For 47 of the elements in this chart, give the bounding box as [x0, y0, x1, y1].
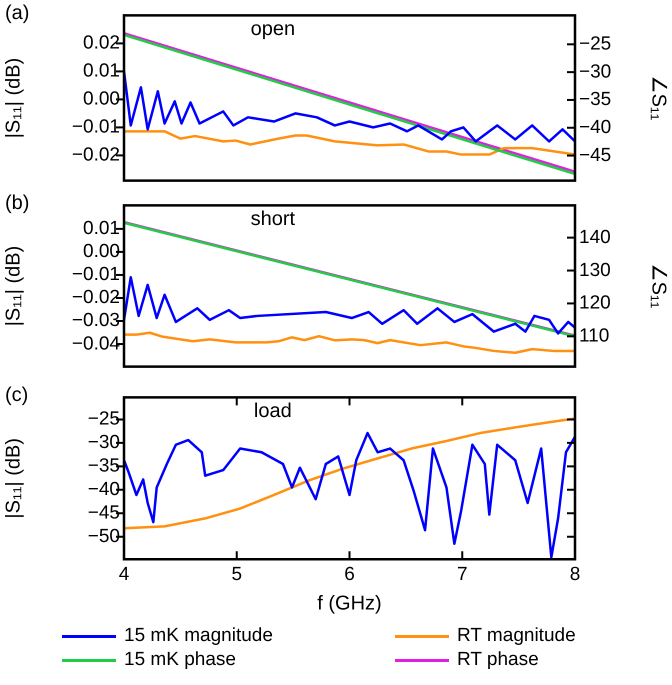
y-tick-label: −50 — [88, 526, 120, 547]
x-tick-label: 6 — [344, 564, 355, 585]
legend-label: RT magnitude — [457, 624, 576, 648]
y2-tick-label: 140 — [579, 226, 611, 248]
y-tick-label: 0.02 — [83, 32, 120, 54]
y-axis-title: |S₁₁| (dB) — [2, 438, 25, 519]
annotation: load — [254, 400, 292, 422]
y-tick-label: −40 — [88, 479, 120, 500]
y-tick-label: −45 — [88, 502, 120, 524]
y-tick-label: −0.03 — [72, 310, 120, 332]
y-axis-title: |S₁₁| (dB) — [2, 58, 25, 138]
y2-tick-label: 130 — [579, 260, 611, 281]
x-tick-label: 5 — [231, 564, 242, 585]
x-tick-label: 4 — [118, 564, 130, 585]
y-tick-label: 0.00 — [83, 241, 120, 262]
y2-tick-label: −30 — [579, 61, 612, 82]
y-tick-label: 0.01 — [83, 60, 120, 82]
y2-axis-title: ∠S₁₁ — [647, 76, 670, 121]
y-tick-label: −30 — [88, 432, 120, 454]
y2-tick-label: −45 — [579, 144, 612, 166]
y2-tick-label: 110 — [579, 326, 610, 347]
y-tick-label: −0.02 — [72, 144, 120, 166]
y-tick-label: 0.01 — [83, 218, 120, 240]
legend-label: RT phase — [457, 648, 539, 672]
y2-tick-label: −35 — [579, 89, 612, 110]
annotation: short — [250, 208, 296, 230]
y-tick-label: −0.01 — [72, 264, 120, 286]
x-tick-label: 8 — [570, 564, 580, 585]
annotation: open — [250, 18, 296, 40]
y2-tick-label: −25 — [579, 34, 612, 55]
chart-title: (b) — [5, 192, 30, 214]
x-axis-title: f (GHz) — [317, 592, 382, 615]
y2-axis-title: ∠S₁₁ — [647, 264, 670, 309]
y-tick-label: −25 — [88, 408, 120, 430]
legend-label: 15 mK magnitude — [124, 624, 273, 648]
y-axis-title: |S₁₁| (dB) — [2, 246, 25, 326]
y-tick-label: −0.02 — [72, 287, 120, 308]
y-tick-label: −0.04 — [72, 333, 120, 354]
x-tick-label: 7 — [456, 564, 468, 585]
y-tick-label: −35 — [88, 456, 120, 477]
legend-label: 15 mK phase — [124, 648, 236, 672]
chart-title: (c) — [5, 384, 28, 406]
y2-tick-label: 120 — [579, 292, 611, 314]
chart-title: (a) — [5, 2, 30, 24]
y2-tick-label: −40 — [579, 116, 612, 138]
y-tick-label: −0.01 — [72, 116, 120, 138]
y-tick-label: 0.00 — [83, 88, 120, 110]
